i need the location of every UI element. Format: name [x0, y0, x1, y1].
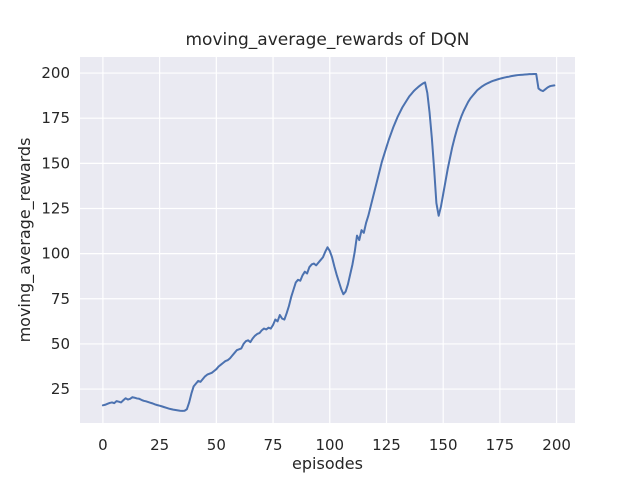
x-tick-50: 50 — [207, 436, 226, 454]
x-tick-75: 75 — [264, 436, 283, 454]
x-tick-25: 25 — [150, 436, 169, 454]
x-tick-175: 175 — [486, 436, 515, 454]
reward-line — [101, 72, 556, 412]
y-tick-100: 100 — [41, 245, 70, 263]
y-axis-label: moving_average_rewards — [15, 138, 35, 343]
y-tick-75: 75 — [51, 290, 70, 308]
x-tick-125: 125 — [372, 436, 401, 454]
x-tick-100: 100 — [315, 436, 344, 454]
y-tick-labels: 25 50 75 100 125 150 175 200 — [41, 64, 70, 398]
y-tick-150: 150 — [41, 154, 70, 172]
x-tick-150: 150 — [429, 436, 458, 454]
y-tick-25: 25 — [51, 380, 70, 398]
y-tick-200: 200 — [41, 64, 70, 82]
plot-area — [80, 57, 575, 423]
y-tick-50: 50 — [51, 335, 70, 353]
y-tick-125: 125 — [41, 199, 70, 217]
gridlines — [80, 57, 575, 423]
x-tick-200: 200 — [542, 436, 571, 454]
x-tick-labels: 0 25 50 75 100 125 150 175 200 — [98, 436, 571, 454]
chart-title: moving_average_rewards of DQN — [185, 30, 469, 50]
x-tick-0: 0 — [98, 436, 108, 454]
x-axis-label: episodes — [292, 454, 363, 473]
y-tick-175: 175 — [41, 109, 70, 127]
